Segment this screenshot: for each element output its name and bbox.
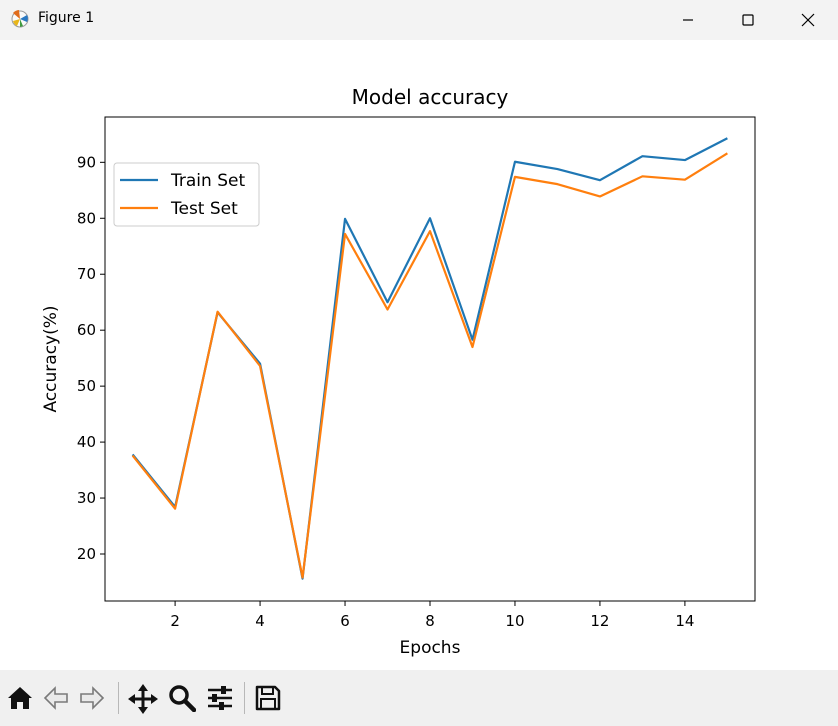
toolbar-separator bbox=[244, 682, 245, 714]
configure-subplots-button[interactable] bbox=[204, 680, 236, 716]
title-bar: Figure 1 bbox=[0, 0, 838, 40]
x-tick-label: 4 bbox=[255, 612, 265, 630]
save-button[interactable] bbox=[252, 680, 284, 716]
y-tick-label: 70 bbox=[77, 265, 96, 283]
pan-button[interactable] bbox=[126, 680, 158, 716]
legend-label: Test Set bbox=[170, 199, 238, 219]
y-tick-label: 20 bbox=[77, 545, 96, 563]
x-tick-label: 12 bbox=[590, 612, 609, 630]
legend-box bbox=[113, 162, 260, 227]
maximize-icon bbox=[742, 14, 754, 26]
back-button[interactable] bbox=[40, 680, 72, 716]
x-tick-label: 14 bbox=[675, 612, 694, 630]
x-tick-label: 2 bbox=[170, 612, 180, 630]
x-tick-label: 6 bbox=[340, 612, 350, 630]
back-icon bbox=[43, 686, 68, 710]
forward-icon bbox=[80, 686, 105, 710]
accuracy-chart: Model accuracy 2 4 6 8 10 12 14 20 30 40 50 60 70 80 9… bbox=[41, 85, 756, 658]
legend-label: Train Set bbox=[170, 171, 245, 191]
navigation-toolbar bbox=[0, 670, 838, 726]
home-button[interactable] bbox=[4, 680, 36, 716]
figure-canvas[interactable]: Model accuracy 2 4 6 8 10 12 14 20 30 40 50 60 70 80 9… bbox=[0, 40, 838, 670]
y-tick-label: 50 bbox=[77, 377, 96, 395]
zoom-button[interactable] bbox=[166, 680, 198, 716]
close-button[interactable] bbox=[778, 0, 838, 40]
y-tick-label: 80 bbox=[77, 209, 96, 227]
x-axis-label: Epochs bbox=[400, 638, 461, 658]
x-tick-label: 10 bbox=[505, 612, 524, 630]
pan-icon bbox=[128, 684, 158, 714]
series-line-test bbox=[131, 152, 728, 579]
y-tick-label: 90 bbox=[77, 153, 96, 171]
y-tick-label: 40 bbox=[77, 433, 96, 451]
window-title: Figure 1 bbox=[38, 10, 95, 26]
save-icon bbox=[255, 685, 281, 711]
configure-subplots-icon bbox=[208, 686, 232, 710]
chart-title: Model accuracy bbox=[352, 85, 509, 109]
home-icon bbox=[8, 687, 32, 709]
maximize-button[interactable] bbox=[718, 0, 778, 40]
matplotlib-icon bbox=[11, 10, 29, 28]
forward-button[interactable] bbox=[76, 680, 108, 716]
y-axis-label: Accuracy(%) bbox=[41, 305, 61, 412]
x-tick-label: 8 bbox=[425, 612, 435, 630]
minimize-button[interactable] bbox=[658, 0, 718, 40]
y-tick-label: 60 bbox=[77, 321, 96, 339]
minimize-icon bbox=[683, 19, 693, 21]
close-icon bbox=[801, 13, 815, 27]
zoom-icon bbox=[169, 685, 196, 712]
y-tick-label: 30 bbox=[77, 489, 96, 507]
toolbar-separator bbox=[118, 682, 119, 714]
